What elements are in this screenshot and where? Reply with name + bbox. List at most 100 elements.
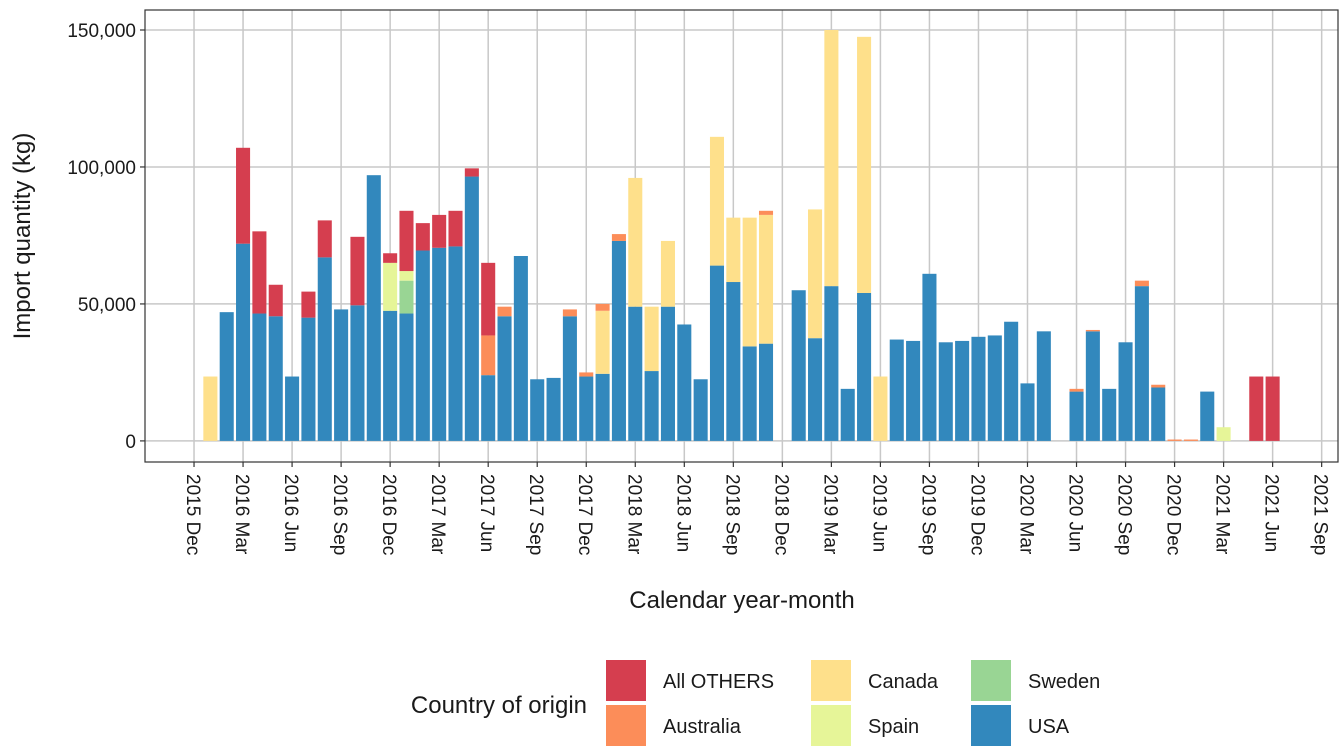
y-tick-label: 0 [125, 432, 136, 453]
legend-title: Country of origin [411, 692, 587, 719]
bar-segment [399, 280, 414, 314]
bar-segment [1118, 342, 1133, 441]
bar-segment [432, 214, 447, 248]
y-tick-label: 150,000 [67, 21, 136, 42]
legend-key [604, 703, 648, 747]
bar-segment [448, 246, 463, 441]
x-tick-label: 2020 Jun [1065, 474, 1086, 552]
bar-segment [432, 247, 447, 441]
bar-segment [350, 236, 365, 306]
bar-segment [955, 340, 970, 441]
x-tick-label: 2017 Mar [427, 474, 448, 555]
bar-segment [644, 371, 659, 441]
x-tick-label: 2021 Jun [1261, 474, 1282, 552]
x-tick-label: 2020 Sep [1114, 474, 1135, 555]
bar-segment [677, 324, 692, 441]
x-tick-label: 2019 Dec [966, 474, 987, 555]
bar-segment [219, 312, 234, 441]
bar-segment [1200, 391, 1215, 441]
legend-key [809, 658, 853, 703]
bar-segment [660, 240, 675, 307]
x-tick-label: 2017 Sep [525, 474, 546, 555]
legend-key [604, 658, 648, 703]
bars [203, 29, 1280, 441]
bar-segment [1167, 439, 1182, 441]
bar-segment [595, 303, 610, 311]
bar-segment [808, 338, 823, 441]
bar-segment [252, 313, 267, 441]
legend-key [809, 703, 853, 747]
bar-segment [1249, 376, 1264, 441]
legend-label: All OTHERS [663, 671, 774, 693]
bar-segment [628, 306, 643, 441]
y-axis-title: Import quantity (kg) [9, 133, 36, 340]
legend-key [969, 703, 1013, 747]
bar-segment [1183, 439, 1198, 441]
bar-segment [481, 375, 496, 441]
x-tick-label: 2020 Dec [1163, 474, 1184, 555]
x-tick-label: 2021 Sep [1310, 474, 1331, 555]
bar-segment [644, 306, 659, 372]
bar-segment [268, 316, 283, 441]
bar-segment [415, 223, 430, 251]
bar-segment [1134, 286, 1149, 441]
bar-segment [1134, 280, 1149, 287]
bar-segment [236, 147, 251, 244]
bar-segment [742, 346, 757, 441]
bar-segment [889, 339, 904, 441]
x-tick-label: 2020 Mar [1015, 474, 1036, 555]
legend-key [969, 658, 1013, 703]
bar-segment [857, 36, 872, 293]
bar-segment [268, 284, 283, 317]
bar-segment [399, 210, 414, 272]
bar-segment [1151, 384, 1166, 388]
bar-segment [938, 342, 953, 441]
legend-label: USA [1028, 716, 1070, 738]
bar-segment [857, 292, 872, 441]
bar-segment [383, 253, 398, 263]
bar-segment [464, 176, 479, 441]
legend-label: Sweden [1028, 671, 1100, 693]
bar-segment [660, 306, 675, 441]
bar-segment [1216, 427, 1231, 441]
bar-segment [579, 376, 594, 441]
bar-segment [301, 317, 316, 441]
bar-segment [399, 271, 414, 281]
bar-segment [824, 29, 839, 287]
bar-segment [1102, 388, 1117, 441]
x-tick-label: 2018 Sep [721, 474, 742, 555]
bar-segment [693, 379, 708, 441]
y-tick-label: 50,000 [78, 295, 136, 316]
x-tick-label: 2018 Mar [623, 474, 644, 555]
bar-segment [1085, 329, 1100, 332]
bar-segment [252, 231, 267, 314]
bar-segment [1036, 331, 1051, 441]
x-tick-label: 2016 Sep [329, 474, 350, 555]
bar-segment [758, 210, 774, 215]
bar-segment [1069, 388, 1084, 392]
bar-segment [236, 243, 251, 441]
bar-segment [1265, 376, 1280, 441]
axes: 0 50,000 100,000 150,000 2015 Dec 2016 Mar 201… [67, 21, 1330, 555]
x-tick-label: 2017 Dec [574, 474, 595, 555]
bar-segment [808, 209, 823, 339]
bar-segment [628, 177, 643, 307]
bar-segment [350, 305, 365, 441]
bar-segment [971, 336, 986, 441]
bar-segment [399, 313, 414, 441]
x-axis-title: Calendar year-month [629, 587, 854, 614]
bar-segment [415, 250, 430, 441]
bar-segment [546, 377, 561, 441]
bar-segment [922, 273, 937, 441]
x-tick-label: 2017 Jun [476, 474, 497, 552]
bar-segment [383, 262, 398, 311]
bar-segment [497, 306, 512, 317]
bar-segment [1020, 383, 1035, 441]
bar-segment [448, 210, 463, 247]
legend-label: Australia [663, 716, 742, 738]
bar-segment [873, 376, 888, 441]
bar-segment [595, 310, 610, 374]
bar-segment [709, 136, 725, 266]
x-tick-label: 2021 Mar [1212, 474, 1233, 555]
